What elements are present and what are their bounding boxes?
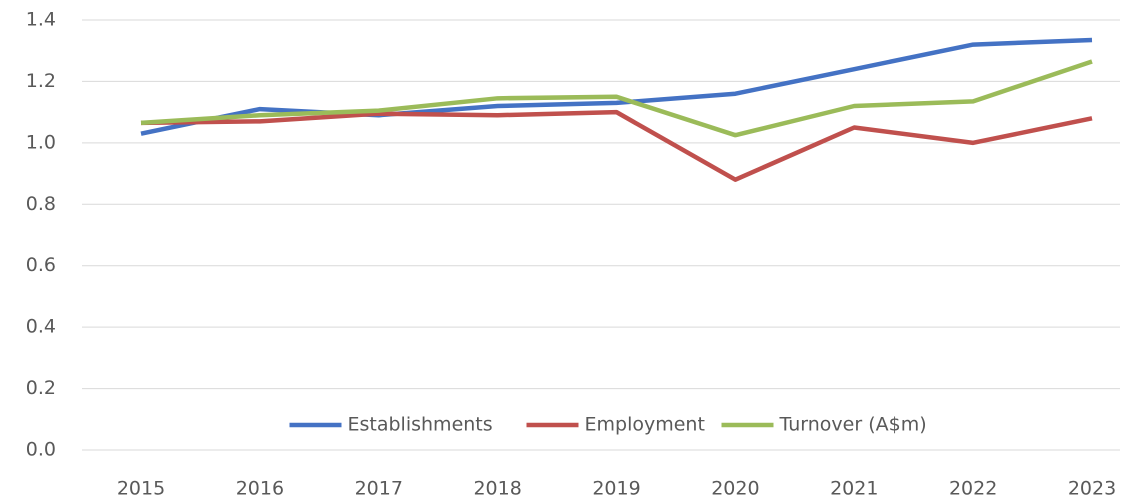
x-tick-label: 2023	[1068, 478, 1116, 500]
x-tick-label: 2020	[711, 478, 759, 500]
legend-label: Employment	[585, 414, 705, 436]
x-tick-label: 2015	[117, 478, 165, 500]
y-tick-label: 0.4	[26, 316, 56, 338]
x-tick-label: 2018	[473, 478, 521, 500]
x-tick-label: 2017	[355, 478, 403, 500]
x-tick-label: 2016	[236, 478, 284, 500]
legend-label: Establishments	[348, 414, 493, 436]
y-tick-label: 0.2	[26, 377, 56, 399]
x-tick-label: 2022	[949, 478, 997, 500]
series-line	[140, 59, 1093, 138]
legend-label: Turnover (A$m)	[779, 414, 927, 436]
series-line	[140, 109, 1093, 182]
y-tick-label: 0.8	[26, 193, 56, 215]
y-tick-label: 0.0	[26, 439, 56, 461]
x-tick-label: 2019	[592, 478, 640, 500]
y-tick-label: 1.4	[26, 9, 56, 31]
y-tick-label: 0.6	[26, 254, 56, 276]
x-tick-label: 2021	[830, 478, 878, 500]
y-tick-label: 1.2	[26, 70, 56, 92]
series-line	[140, 37, 1093, 136]
y-tick-label: 1.0	[26, 131, 56, 153]
